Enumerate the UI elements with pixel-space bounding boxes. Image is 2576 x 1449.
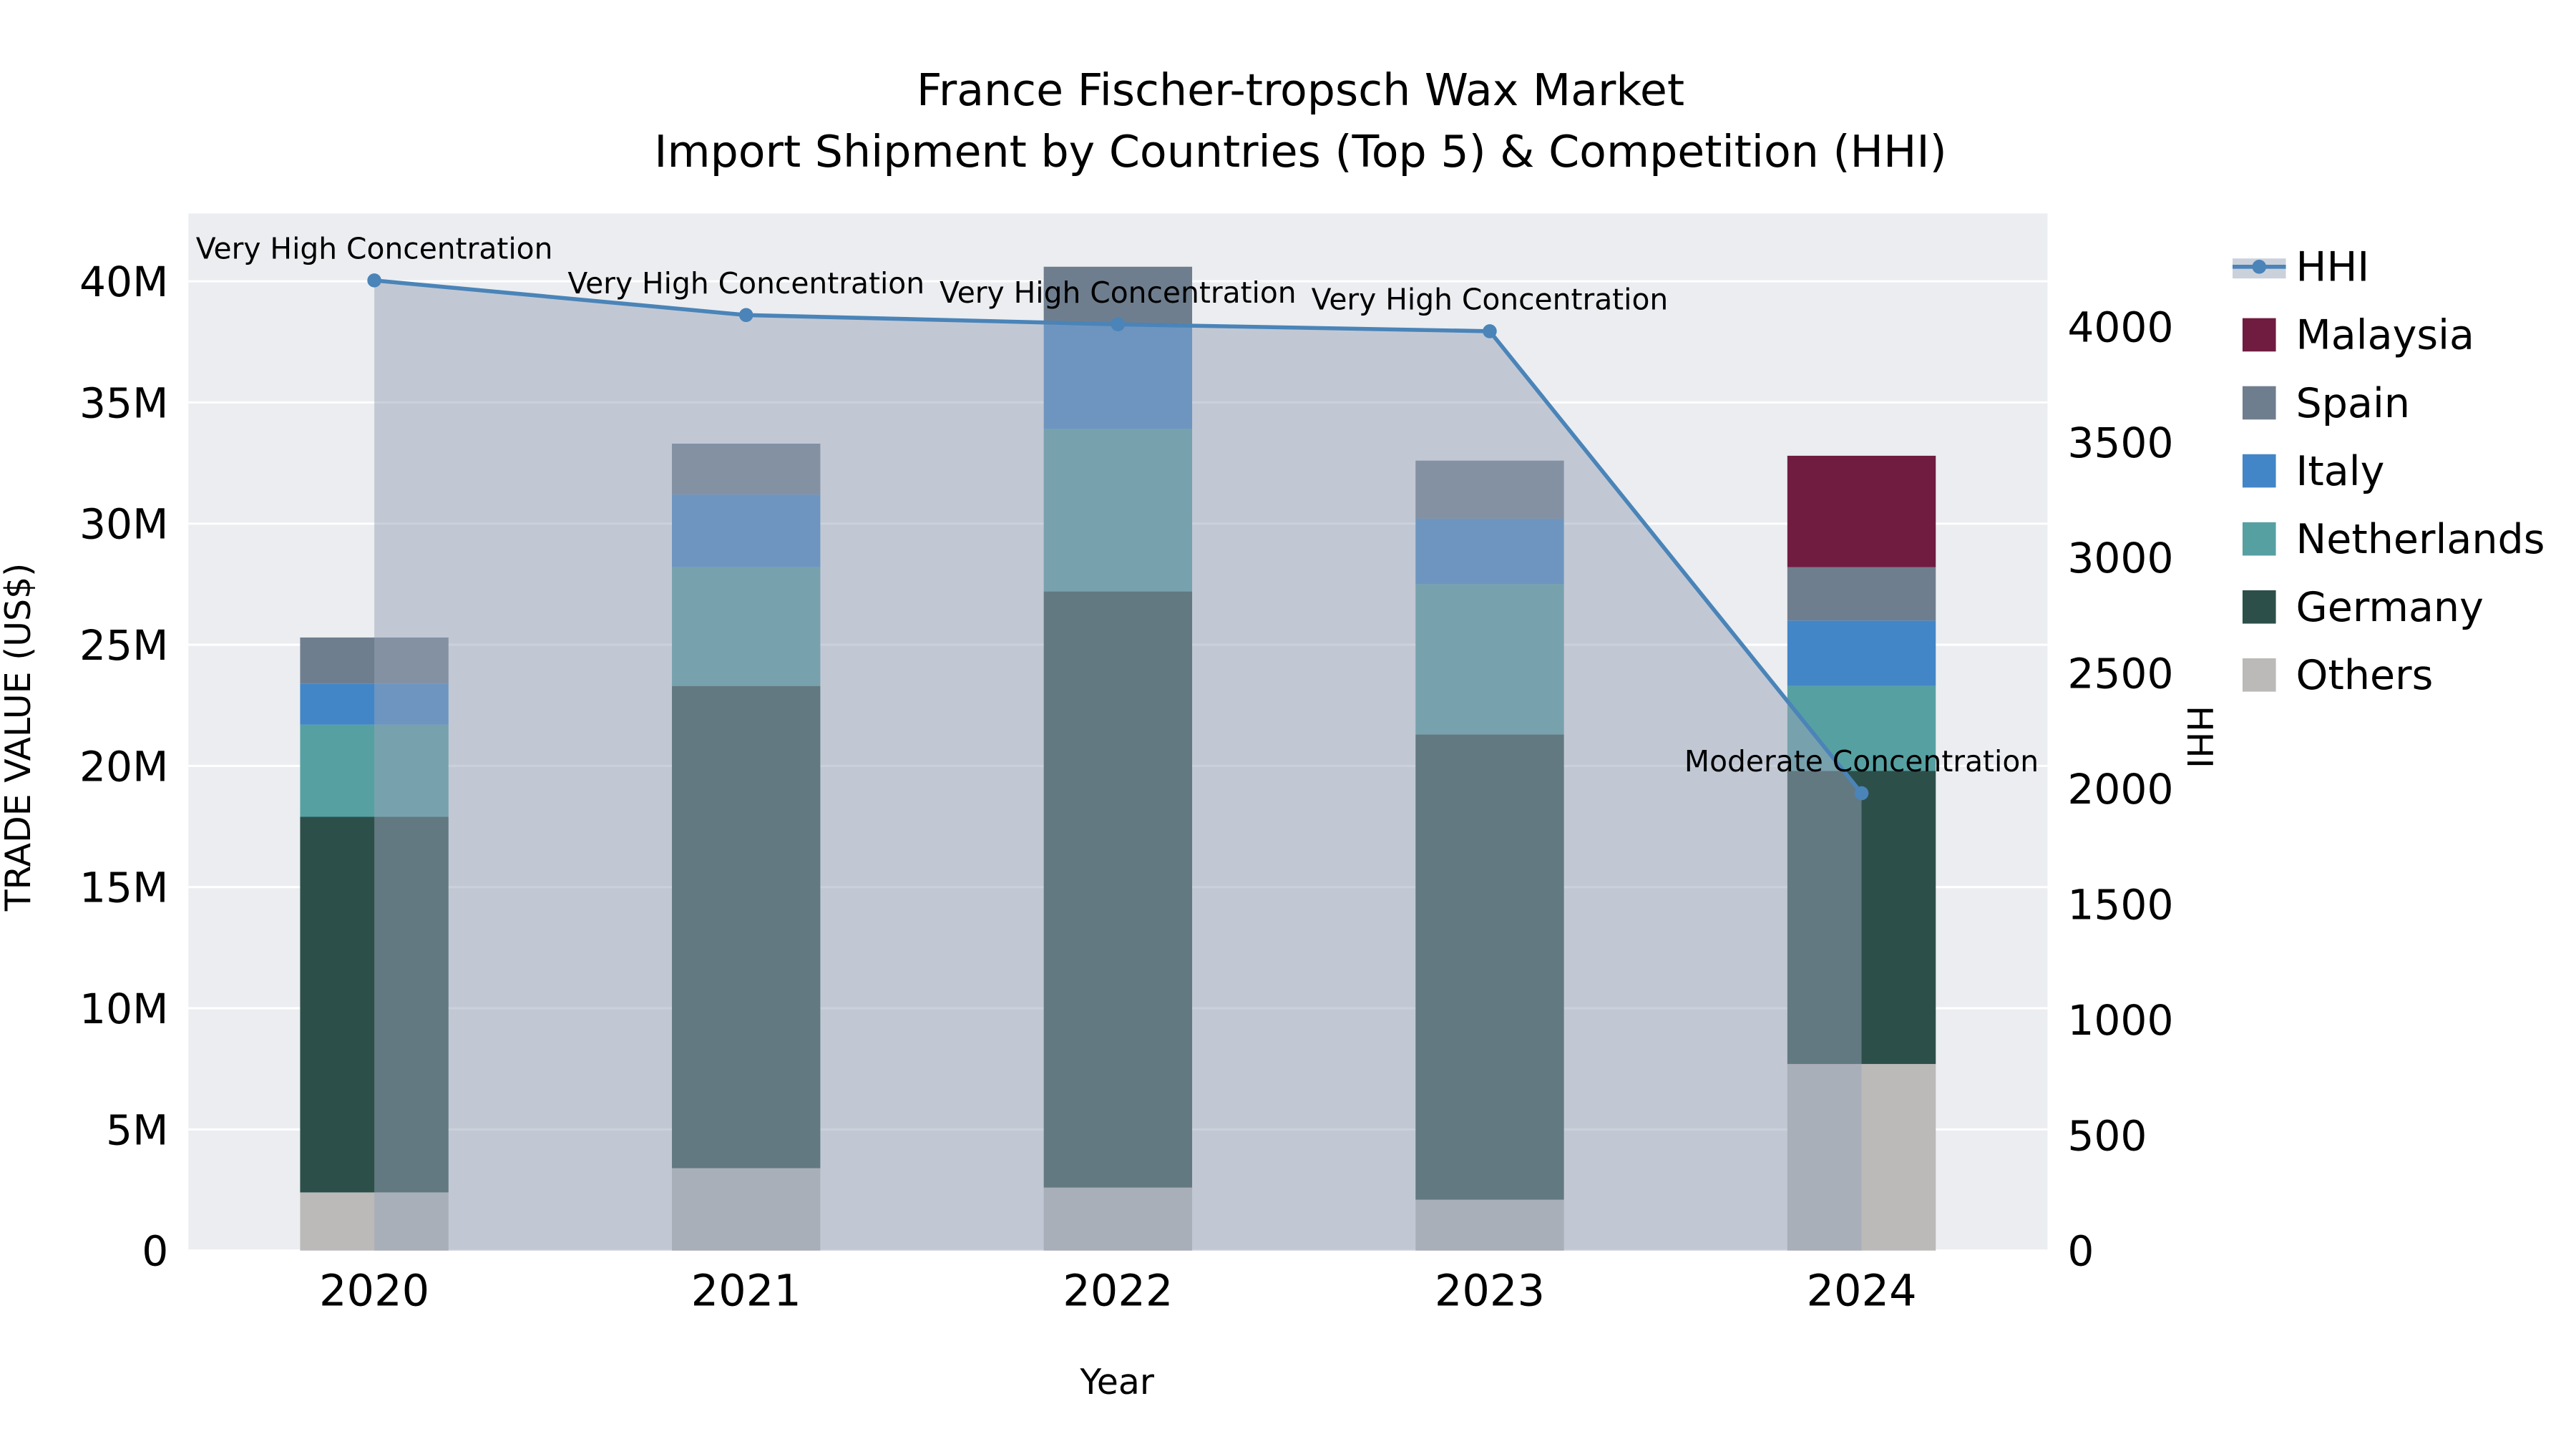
x-tick-label: 2023	[1435, 1267, 1545, 1317]
axis-tick-labels: 0 5M 10M 15M 20M 25M 30M 35M 40M 0 500 1000 1500 2000…	[79, 258, 2174, 1317]
y-left-tick-label: 15M	[79, 864, 168, 912]
y-right-tick-label: 4000	[2067, 303, 2173, 351]
y-left-tick-label: 35M	[79, 379, 168, 427]
annotation-2020: Very High Concentration	[196, 232, 553, 266]
y-left-tick-label: 10M	[79, 985, 168, 1033]
y-right-tick-label: 500	[2067, 1111, 2147, 1160]
legend-label-spain: Spain	[2296, 380, 2410, 427]
y-right-tick-label: 2000	[2067, 765, 2173, 814]
x-tick-label: 2022	[1063, 1267, 1173, 1317]
y-left-tick-label: 20M	[79, 742, 168, 791]
legend-label-malaysia: Malaysia	[2296, 312, 2474, 359]
annotation-2021: Very High Concentration	[567, 266, 924, 301]
chart-title: France Fischer-tropsch Wax Market	[917, 64, 1684, 116]
legend-swatch-netherlands	[2242, 522, 2276, 556]
legend-item-netherlands[interactable]: Netherlands	[2242, 516, 2545, 563]
legend-swatch-germany	[2242, 590, 2276, 624]
y-left-tick-label: 30M	[79, 500, 168, 549]
bar-segment-italy-2024	[1787, 620, 1936, 686]
y-right-tick-label: 3500	[2067, 419, 2173, 467]
y-axis-title-right: HHI	[2179, 706, 2220, 769]
legend-swatch-others	[2242, 658, 2276, 692]
annotation-2022: Very High Concentration	[940, 275, 1297, 310]
legend-swatch-italy	[2242, 454, 2276, 488]
hhi-area-fill	[374, 280, 1862, 1251]
hhi-marker-swatch	[2252, 260, 2267, 274]
legend: HHI Malaysia Spain Italy Netherlands Germany O…	[2233, 244, 2545, 699]
chart-subtitle: Import Shipment by Countries (Top 5) & C…	[654, 126, 1946, 177]
legend-item-germany[interactable]: Germany	[2242, 584, 2484, 631]
y-axis-title-left: TRADE VALUE (US$)	[0, 563, 39, 912]
annotation-2024: Moderate Concentration	[1684, 744, 2039, 779]
y-right-tick-label: 1000	[2067, 996, 2173, 1045]
hhi-point-2022	[1111, 317, 1126, 332]
legend-item-malaysia[interactable]: Malaysia	[2242, 312, 2474, 359]
x-tick-label: 2020	[319, 1267, 429, 1317]
y-right-tick-label: 1500	[2067, 880, 2173, 929]
bar-segment-spain-2024	[1787, 567, 1936, 621]
x-tick-label: 2024	[1806, 1267, 1916, 1317]
x-axis-title: Year	[1079, 1362, 1154, 1402]
y-left-tick-label: 0	[142, 1227, 168, 1276]
annotation-2023: Very High Concentration	[1312, 283, 1669, 317]
legend-label-italy: Italy	[2296, 448, 2385, 495]
x-tick-label: 2021	[691, 1267, 801, 1317]
y-left-tick-label: 25M	[79, 621, 168, 670]
y-left-tick-label: 40M	[79, 258, 168, 306]
hhi-point-2020	[367, 273, 381, 288]
y-left-tick-label: 5M	[106, 1106, 168, 1154]
legend-item-spain[interactable]: Spain	[2242, 380, 2410, 427]
y-right-tick-label: 0	[2067, 1227, 2094, 1276]
legend-item-italy[interactable]: Italy	[2242, 448, 2385, 495]
bar-segment-spain-2022	[1043, 266, 1193, 326]
hhi-point-2023	[1483, 324, 1497, 338]
legend-swatch-malaysia	[2242, 318, 2276, 352]
legend-swatch-spain	[2242, 386, 2276, 420]
hhi-point-2024	[1854, 786, 1869, 801]
legend-label-hhi: HHI	[2296, 244, 2370, 291]
legend-label-germany: Germany	[2296, 584, 2484, 631]
legend-item-hhi[interactable]: HHI	[2233, 244, 2369, 291]
hhi-point-2021	[738, 308, 753, 323]
bar-segment-malaysia-2024	[1787, 455, 1936, 567]
annotations: Very High Concentration Very High Concent…	[196, 232, 2039, 779]
y-right-tick-label: 2500	[2067, 650, 2173, 698]
legend-label-others: Others	[2296, 652, 2434, 699]
legend-item-others[interactable]: Others	[2242, 652, 2434, 699]
legend-label-netherlands: Netherlands	[2296, 516, 2545, 563]
y-right-tick-label: 3000	[2067, 534, 2173, 582]
